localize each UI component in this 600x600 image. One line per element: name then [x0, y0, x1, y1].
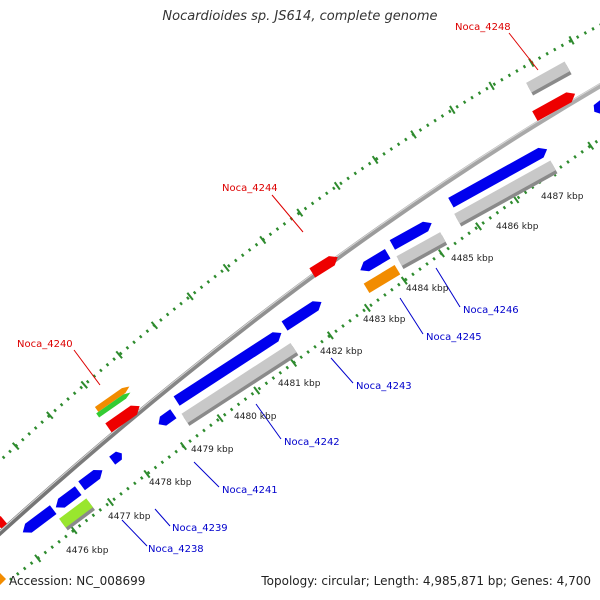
gene-feature-forward-gene[interactable]: [360, 249, 391, 272]
kbp-tick-label: 4487 kbp: [541, 192, 584, 202]
outer-label-leader: [508, 32, 539, 71]
topology-stats-text: Topology: circular; Length: 4,985,871 bp…: [261, 574, 591, 588]
outer-label-leader: [73, 349, 101, 386]
tick-dot-rings: [0, 20, 600, 584]
genome-title: Nocardioides sp. JS614, complete genome: [162, 9, 438, 24]
kbp-tick-label: 4480 kbp: [234, 412, 277, 422]
gene-feature-forward-gene[interactable]: [55, 486, 82, 508]
inner-gene-label[interactable]: Noca_4245: [426, 332, 482, 343]
backbone-arc: [0, 82, 600, 537]
kbp-tick-label: 4483 kbp: [363, 315, 406, 325]
inner-label-leader: [121, 519, 148, 547]
kbp-tick-label: 4481 kbp: [278, 379, 321, 389]
backbone-highlight: [0, 83, 600, 532]
outer-gene-label[interactable]: Noca_4240: [17, 339, 73, 350]
gene-feature-forward-gene[interactable]: [78, 470, 103, 491]
outer-gene-label[interactable]: Noca_4244: [222, 183, 278, 194]
inner-label-leader: [330, 357, 354, 384]
inner-label-leader: [154, 508, 171, 527]
inner-label-leader: [255, 403, 282, 440]
gene-feature-highlight-red[interactable]: [0, 516, 7, 529]
inner-gene-label[interactable]: Noca_4243: [356, 381, 412, 392]
kbp-tick-label: 4484 kbp: [406, 284, 449, 294]
gene-feature-forward-gene[interactable]: [22, 505, 57, 533]
inner-gene-label[interactable]: Noca_4238: [148, 544, 204, 555]
inner-gene-label[interactable]: Noca_4239: [172, 523, 228, 534]
label-leader-lines: [73, 32, 539, 547]
gene-feature-highlight-red[interactable]: [532, 92, 576, 121]
inner-label-leader: [193, 461, 220, 488]
inner-gene-label[interactable]: Noca_4242: [284, 437, 340, 448]
gene-feature-highlight-lightgreen[interactable]: [59, 498, 93, 528]
inner-gene-label[interactable]: Noca_4246: [463, 305, 519, 316]
gene-feature-forward-gene[interactable]: [158, 409, 177, 426]
gene-feature-reverse-gene[interactable]: [454, 160, 556, 224]
gene-feature-highlight-orange[interactable]: [94, 386, 130, 412]
kbp-tick-label: 4478 kbp: [149, 478, 192, 488]
gene-feature-forward-gene[interactable]: [281, 301, 322, 331]
gene-feature-highlight-green[interactable]: [96, 392, 131, 418]
gene-features: [0, 61, 600, 585]
gene-feature-reverse-gene[interactable]: [181, 343, 297, 423]
gene-feature-reverse-gene[interactable]: [396, 232, 446, 266]
accession-marker-icon: [0, 573, 6, 585]
outer-label-leader: [271, 194, 304, 233]
gene-feature-highlight-red[interactable]: [309, 256, 338, 278]
outer-major-ticks: [0, 20, 600, 467]
accession-text: Accession: NC_008699: [9, 574, 146, 588]
gene-feature-forward-gene[interactable]: [173, 332, 282, 406]
gene-feature-forward-gene[interactable]: [593, 100, 600, 114]
label-text: 4476 kbp 4477 kbp 4478 kbp 4479 kbp 4480 kbp…: [17, 22, 584, 556]
gene-feature-forward-gene[interactable]: [389, 221, 432, 250]
inner-tick-ring: [9, 137, 600, 582]
gene-feature-highlight-orange[interactable]: [363, 265, 401, 293]
inner-label-leader: [435, 267, 461, 308]
genome-backbone: [0, 82, 600, 537]
kbp-tick-label: 4482 kbp: [320, 347, 363, 357]
gene-feature-forward-gene[interactable]: [109, 451, 122, 465]
kbp-tick-label: 4486 kbp: [496, 222, 539, 232]
inner-label-leader: [399, 297, 424, 335]
gene-feature-highlight-red[interactable]: [105, 405, 140, 433]
kbp-tick-label: 4485 kbp: [451, 254, 494, 264]
outer-gene-label[interactable]: Noca_4248: [455, 22, 511, 33]
kbp-tick-label: 4477 kbp: [108, 512, 151, 522]
kbp-tick-label: 4479 kbp: [191, 445, 234, 455]
gene-feature-reverse-gene[interactable]: [526, 61, 570, 93]
kbp-tick-label: 4476 kbp: [66, 546, 109, 556]
outer-tick-ring: [0, 23, 600, 463]
inner-gene-label[interactable]: Noca_4241: [222, 485, 278, 496]
gene-feature-forward-gene[interactable]: [448, 147, 548, 208]
